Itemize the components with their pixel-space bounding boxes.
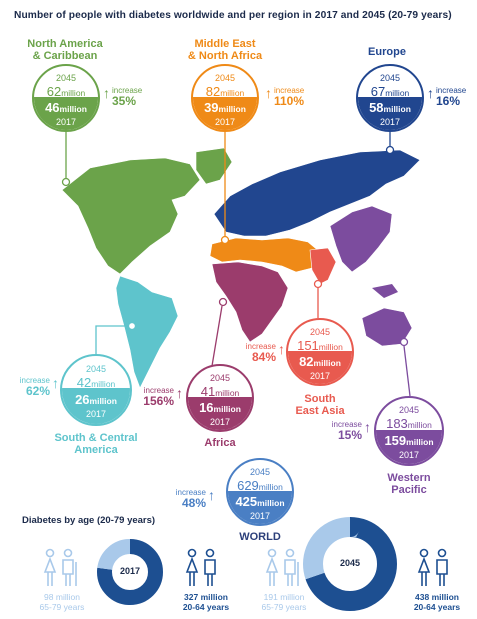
region-circle-africa: 2045 41million 16million 2017 [186, 364, 254, 432]
increase-value: 156% [143, 394, 174, 408]
region-label-north-america: North America & Caribbean [27, 38, 103, 62]
increase-value: 48% [181, 496, 206, 510]
arrow-up-icon: ↑ [364, 419, 371, 435]
region-shape-north-america [61, 157, 201, 275]
value-2045: 183 [386, 416, 408, 431]
region-label-europe: Europe [368, 46, 406, 58]
increase-europe: ↑ increase 16% [427, 85, 467, 108]
value-2045: 41 [200, 384, 216, 399]
younger-2017-label: 327 million 20-64 years [182, 592, 230, 612]
region-shape-europe [213, 149, 421, 237]
value-2045: 82 [205, 84, 221, 99]
age-section-title: Diabetes by age (20-79 years) [22, 515, 156, 526]
increase-africa: ↑ increase 156% [138, 386, 183, 408]
increase-value: 16% [436, 94, 461, 108]
value-2017: 39 [204, 100, 219, 116]
value-2017: 82 [299, 354, 314, 370]
region-circle-europe: 2045 67million 58million 2017 [356, 64, 424, 132]
increase-north-america: ↑ increase 35% [103, 85, 143, 108]
value-2045: 151 [297, 338, 319, 353]
people-younger-icon [417, 548, 448, 586]
region-circle-mena: 2045 82million 39million 2017 [191, 64, 259, 132]
value-2017: 16 [199, 400, 214, 416]
donut-chart-2045 [303, 517, 397, 611]
value-2045: 629 [237, 478, 259, 493]
people-older-icon [265, 548, 299, 586]
region-label-mena: Middle East & North Africa [187, 38, 263, 62]
increase-world: ↑ increase 48% [170, 488, 215, 510]
region-shape-south-east-asia [309, 247, 337, 285]
increase-mena: ↑ increase 110% [265, 85, 305, 108]
infographic-title: Number of people with diabetes worldwide… [14, 10, 452, 21]
older-2045-label: 191 million 65-79 years [261, 592, 307, 612]
greenland-shape [195, 147, 233, 185]
region-shape-south-america [115, 275, 179, 389]
arrow-up-icon: ↑ [103, 85, 110, 101]
region-circle-south-central-america: 2045 42million 26million 2017 [60, 354, 132, 426]
donut-segment-65-79 [303, 517, 397, 611]
region-shape-mena [209, 237, 321, 273]
value-2045: 67 [370, 84, 386, 99]
region-shape-africa [211, 261, 289, 343]
increase-value: 84% [251, 350, 276, 364]
arrow-up-icon: ↑ [265, 85, 272, 101]
region-circle-south-east-asia: 2045 151million 82million 2017 [286, 318, 354, 386]
increase-value: 15% [337, 428, 362, 442]
region-circle-north-america: 2045 62million 46million 2017 [32, 64, 100, 132]
value-2045: 62 [46, 84, 62, 99]
region-label-south-central-america: South & Central America [54, 432, 138, 456]
year-2017-label: 2017 [55, 117, 77, 128]
increase-western-pacific: ↑ increase 15% [326, 420, 371, 442]
region-label-africa: Africa [204, 437, 236, 449]
increase-south-central-america: ↑ increase 62% [14, 376, 59, 398]
arrow-up-icon: ↑ [176, 385, 183, 401]
arrow-up-icon: ↑ [427, 85, 434, 101]
people-older-icon [43, 548, 77, 586]
region-circle-western-pacific: 2045 183million 159million 2017 [374, 396, 444, 466]
increase-south-east-asia: ↑ increase 84% [240, 342, 285, 364]
value-2017: 26 [75, 392, 90, 408]
region-circle-world: 2045 629million 425million 2017 [226, 458, 294, 526]
region-label-world: WORLD [239, 531, 281, 543]
islands-shape [372, 284, 398, 298]
younger-2045-label: 438 million 20-64 years [413, 592, 461, 612]
region-label-western-pacific: Western Pacific [387, 472, 431, 496]
arrow-up-icon: ↑ [52, 375, 59, 391]
older-2017-label: 98 million 65-79 years [39, 592, 85, 612]
increase-value: 35% [112, 94, 137, 108]
increase-value: 110% [274, 94, 305, 108]
donut-year-2017: 2017 [119, 566, 141, 576]
value-2017: 425 [235, 494, 258, 510]
donut-segment-65-79 [97, 539, 163, 605]
unit-million: million [61, 88, 86, 98]
value-2045: 42 [76, 375, 92, 390]
value-2017: 58 [369, 100, 384, 116]
value-2017: 159 [384, 433, 407, 449]
arrow-up-icon: ↑ [278, 341, 285, 357]
arrow-up-icon: ↑ [208, 487, 215, 503]
unit-million: million [59, 104, 87, 115]
increase-value: 62% [25, 384, 50, 398]
year-2045-label: 2045 [55, 73, 77, 83]
donut-chart-2017 [97, 539, 163, 605]
region-shape-western-pacific [329, 205, 393, 273]
region-label-south-east-asia: South East Asia [295, 393, 345, 417]
people-younger-icon [185, 548, 216, 586]
value-2017: 46 [45, 100, 60, 116]
australia-shape [361, 307, 413, 347]
donut-year-2045: 2045 [339, 558, 361, 568]
